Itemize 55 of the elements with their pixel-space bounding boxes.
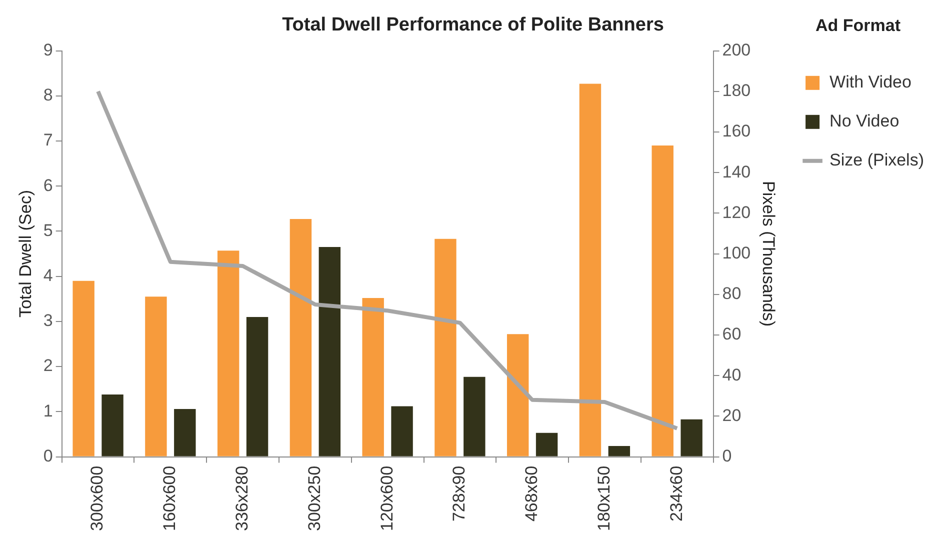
y-tick-label: 2	[43, 356, 53, 376]
x-tick-label: 300x250	[304, 466, 324, 532]
bar	[362, 298, 384, 456]
bar	[246, 316, 268, 456]
legend-label: With Video	[830, 72, 912, 92]
bar	[506, 334, 529, 456]
y2-tick-label: 60	[722, 324, 742, 344]
x-tick-label: 160x600	[160, 466, 180, 532]
x-tick-label: 234x60	[666, 466, 686, 522]
y-tick-label: 8	[43, 86, 53, 105]
bar	[391, 406, 413, 456]
y-tick-label: 4	[43, 266, 53, 286]
bar	[464, 376, 486, 456]
y2-tick-label: 100	[722, 243, 751, 262]
bar	[608, 446, 630, 456]
y-tick-label: 1	[43, 401, 53, 420]
bar	[72, 280, 94, 456]
bar	[102, 394, 124, 456]
y-tick-label: 7	[43, 130, 53, 150]
bar	[652, 146, 674, 456]
y2-tick-label: 180	[722, 81, 751, 100]
y-tick-label: 9	[43, 40, 53, 60]
y-tick-label: 0	[43, 446, 53, 466]
bar	[217, 250, 240, 456]
legend-label: No Video	[830, 112, 900, 131]
bar	[290, 219, 312, 456]
bar	[145, 296, 167, 456]
legend-label: Size (Pixels)	[830, 150, 924, 170]
y-axis-title: Total Dwell (Sec)	[16, 190, 35, 318]
chart-title: Total Dwell Performance of Polite Banners	[282, 14, 664, 36]
y2-tick-label: 140	[722, 162, 751, 182]
bar	[536, 432, 558, 456]
x-tick-label: 180x150	[594, 466, 614, 532]
y2-tick-label: 40	[722, 365, 742, 384]
y-tick-label: 6	[43, 176, 53, 195]
x-tick-label: 468x60	[522, 466, 542, 522]
x-tick-label: 120x600	[377, 466, 396, 532]
y2-tick-label: 0	[722, 446, 732, 466]
x-tick-label: 300x600	[88, 466, 107, 532]
bar	[174, 408, 196, 456]
y-tick-label: 5	[43, 220, 53, 240]
legend-title: Ad Format	[816, 16, 901, 36]
bar	[318, 247, 341, 456]
x-tick-label: 728x90	[450, 466, 469, 522]
y2-tick-label: 160	[722, 122, 751, 141]
bar	[680, 419, 702, 456]
y2-tick-label: 200	[722, 40, 751, 60]
bar	[434, 238, 456, 456]
y2-tick-label: 20	[722, 406, 742, 425]
y2-tick-label: 120	[722, 202, 751, 222]
y2-tick-label: 80	[722, 284, 742, 304]
x-tick-label: 336x280	[232, 466, 252, 532]
bar	[579, 84, 602, 456]
y2-axis-title: Pixels (Thousands)	[759, 181, 778, 327]
y-tick-label: 3	[43, 311, 53, 330]
